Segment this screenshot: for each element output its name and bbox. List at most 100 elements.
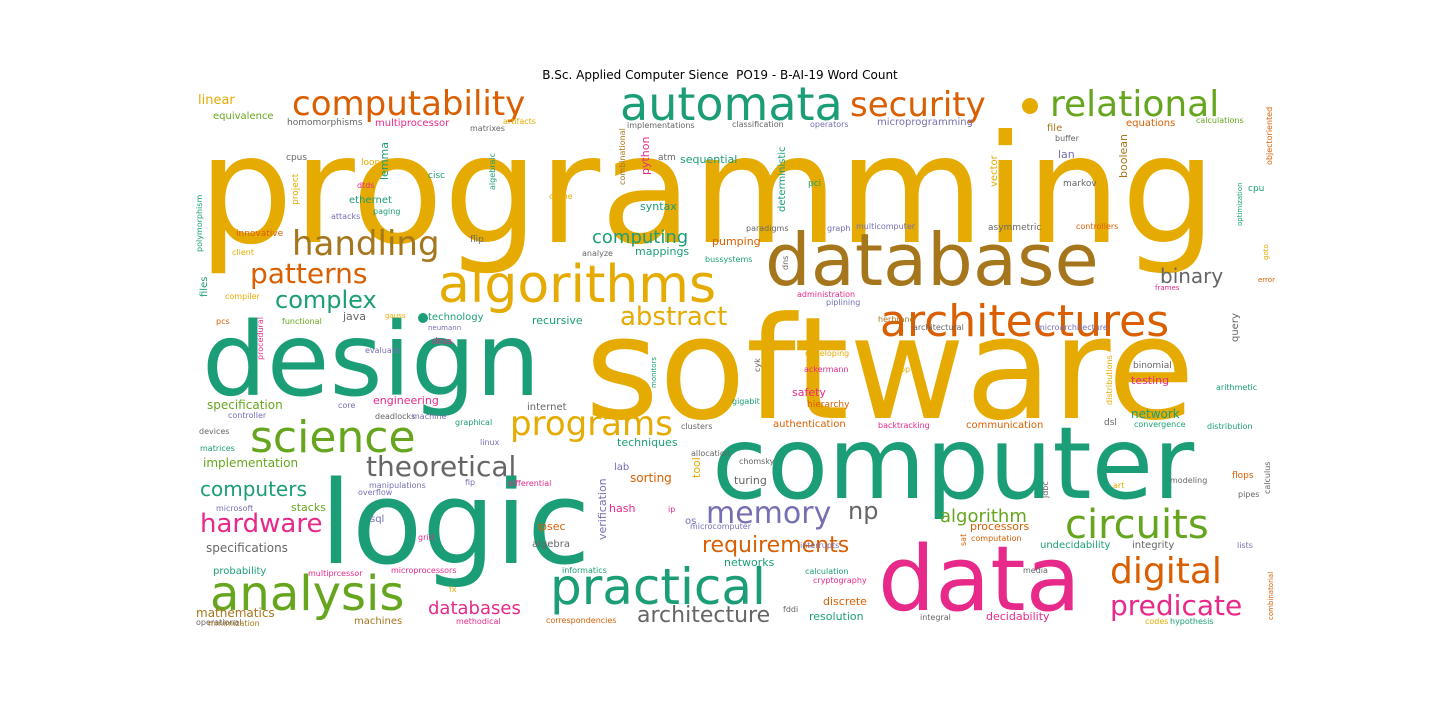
- word-modeling: modeling: [1170, 476, 1207, 485]
- word-digital: digital: [1110, 551, 1222, 592]
- word-technology: technology: [428, 312, 484, 323]
- word-sat: sat: [959, 534, 968, 546]
- word-microsoft: microsoft: [216, 504, 253, 513]
- word-architecture: architecture: [637, 603, 770, 628]
- word-relational: relational: [1050, 84, 1219, 125]
- word-polymorphism: polymorphism: [195, 195, 204, 252]
- word-evaluate: evaluate: [365, 346, 400, 355]
- word-network: network: [1131, 407, 1180, 421]
- word-media: media: [1023, 566, 1048, 575]
- word-operational: operational: [196, 618, 242, 627]
- word-pci: pci: [808, 179, 821, 189]
- word-files: files: [199, 277, 210, 297]
- word-os: os: [685, 516, 696, 527]
- word-mathematics: mathematics: [196, 606, 275, 620]
- word-multiprcessor: multiprcessor: [308, 569, 363, 578]
- word-pipes: pipes: [1238, 490, 1259, 499]
- word-vector: vector: [989, 154, 1000, 187]
- word-equations: equations: [1126, 118, 1175, 129]
- word-recursive: recursive: [532, 314, 583, 327]
- word-interrupts: interrupts: [800, 541, 839, 550]
- word-project: project: [291, 173, 301, 205]
- word-procedural: procedural: [256, 317, 265, 360]
- word-calculation: calculation: [805, 567, 848, 576]
- word-algorithm: algorithm: [940, 506, 1027, 527]
- word-security: security: [850, 85, 986, 125]
- word-loop: loop: [893, 365, 910, 374]
- word-optimization: optimization: [1236, 182, 1244, 226]
- word-undecidability: undecidability: [1040, 540, 1111, 551]
- word-computing: computing: [592, 227, 688, 248]
- word-discrete: discrete: [823, 595, 867, 608]
- word-core: core: [338, 401, 355, 410]
- word-bussystems: bussystems: [705, 255, 752, 264]
- word-multiprocessor: multiprocessor: [375, 118, 450, 129]
- word-stacks: stacks: [291, 501, 326, 514]
- word-dma: dma: [432, 337, 452, 347]
- word-complex: complex: [275, 286, 377, 314]
- word-computer: computer: [712, 405, 1195, 522]
- word-query: query: [1230, 313, 1241, 342]
- word-pcs: pcs: [216, 317, 230, 326]
- word-automata: automata: [620, 77, 843, 131]
- word-lab: lab: [614, 462, 629, 473]
- word-microcomputer: microcomputer: [690, 522, 752, 531]
- word-artifacts: artifacts: [503, 117, 536, 126]
- word-chomsky: chomsky: [739, 457, 775, 466]
- word-linear: linear: [198, 93, 235, 108]
- word-safety: safety: [792, 386, 826, 399]
- word-cpu: cpu: [1248, 184, 1264, 194]
- word-distribution: distribution: [1207, 422, 1253, 431]
- word-binary: binary: [1160, 264, 1223, 288]
- word-manipulations: manipulations: [369, 481, 426, 490]
- word-microprocessors: microprocessors: [391, 566, 457, 575]
- word-software: software: [585, 287, 1195, 452]
- word-practical: practical: [550, 558, 766, 616]
- word-administration: administration: [797, 290, 855, 299]
- word-arithmetic: arithmetic: [1216, 383, 1257, 392]
- word-paging: paging: [373, 207, 400, 216]
- word-cyk: cyk: [753, 358, 762, 372]
- word-testing: testing: [1131, 374, 1169, 387]
- word-abstract: abstract: [620, 302, 727, 332]
- word-integrity: integrity: [1132, 540, 1174, 551]
- word-architectures: architectures: [880, 296, 1169, 347]
- word-ipsec: ipsec: [537, 520, 566, 533]
- word-syntax: syntax: [640, 200, 677, 213]
- word-deadlocks: deadlocks: [375, 412, 415, 421]
- word-functional: functional: [282, 317, 322, 326]
- dot-mark-2: [418, 313, 428, 323]
- word-frames: frames: [1155, 284, 1180, 292]
- word-analysis: analysis: [210, 566, 404, 622]
- word-buffer: buffer: [1055, 134, 1080, 143]
- word-differential: differential: [508, 479, 551, 488]
- word-python: python: [639, 136, 652, 175]
- word-classification: classification: [732, 120, 784, 129]
- word-decidability: decidability: [986, 610, 1050, 623]
- word-allocation: allocation: [691, 449, 730, 458]
- word-deterministic: deterministic: [777, 146, 788, 212]
- word-databases: databases: [428, 598, 521, 619]
- word-codes: codes: [1145, 617, 1168, 626]
- word-cpus: cpus: [286, 153, 307, 163]
- word-pumping: pumping: [712, 235, 761, 248]
- word-computation: computation: [971, 534, 1022, 543]
- word-error: error: [1258, 276, 1275, 284]
- word-memory: memory: [706, 496, 831, 531]
- word-boolean: boolean: [1117, 134, 1130, 178]
- word-communication: communication: [966, 420, 1043, 431]
- word-cache: cache: [549, 192, 573, 201]
- word-monitors: monitors: [650, 357, 658, 388]
- word-file: file: [1047, 123, 1062, 134]
- word-equivalence: equivalence: [213, 111, 274, 122]
- word-distributions: distributions: [1105, 355, 1114, 405]
- word-fip: fip: [465, 478, 475, 487]
- word-machine: machine: [412, 412, 446, 421]
- word-logic: logic: [320, 457, 591, 591]
- word-authentication: authentication: [773, 419, 846, 430]
- word-cryptography: cryptography: [813, 576, 867, 585]
- word-integral: integral: [920, 613, 951, 622]
- word-fddi: fddi: [783, 605, 798, 614]
- word-multicomputer: multicomputer: [856, 222, 916, 231]
- word-mappings: mappings: [635, 245, 689, 258]
